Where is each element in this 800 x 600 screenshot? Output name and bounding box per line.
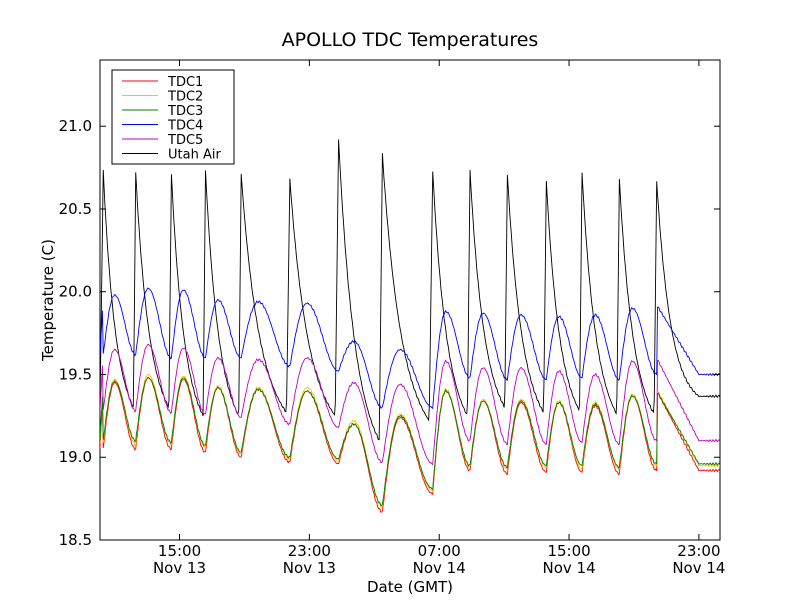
- legend-label: TDC2: [167, 90, 203, 105]
- x-tick-label-date: Nov 13: [283, 559, 336, 577]
- x-tick-label-time: 15:00: [547, 542, 590, 560]
- y-tick-label: 20.0: [59, 283, 92, 301]
- x-tick-label-date: Nov 13: [153, 559, 206, 577]
- series-line-tdc1: [100, 376, 720, 513]
- y-axis-label: Temperature (C): [39, 239, 57, 362]
- legend-box: [111, 69, 235, 165]
- y-tick-label: 19.0: [59, 448, 92, 466]
- y-tick-label: 21.0: [59, 117, 92, 135]
- y-tick-label: 20.5: [59, 200, 92, 218]
- chart-title: APOLLO TDC Temperatures: [282, 29, 539, 51]
- x-tick-label-time: 15:00: [158, 542, 201, 560]
- x-tick-label-time: 07:00: [418, 542, 461, 560]
- x-tick-label-date: Nov 14: [413, 559, 466, 577]
- legend-label: TDC5: [167, 133, 203, 148]
- series-line-tdc5: [100, 343, 720, 466]
- series-line-tdc4: [100, 287, 720, 410]
- legend-label: TDC3: [167, 104, 203, 119]
- y-tick-label: 18.5: [59, 531, 92, 549]
- x-tick-label-time: 23:00: [677, 542, 720, 560]
- x-tick-label-date: Nov 14: [672, 559, 725, 577]
- x-tick-label-date: Nov 14: [542, 559, 595, 577]
- legend-label: TDC1: [167, 75, 203, 90]
- series-line-tdc3: [100, 376, 720, 507]
- legend-label: Utah Air: [168, 148, 221, 163]
- y-tick-label: 19.5: [59, 365, 92, 383]
- series-line-tdc2: [100, 373, 720, 508]
- plot-area-frame: [99, 59, 721, 541]
- series-layer: [100, 139, 720, 513]
- series-line-utah-air: [100, 139, 720, 441]
- x-tick-label-time: 23:00: [288, 542, 331, 560]
- x-axis-label: Date (GMT): [367, 578, 453, 596]
- legend-label: TDC4: [167, 119, 203, 134]
